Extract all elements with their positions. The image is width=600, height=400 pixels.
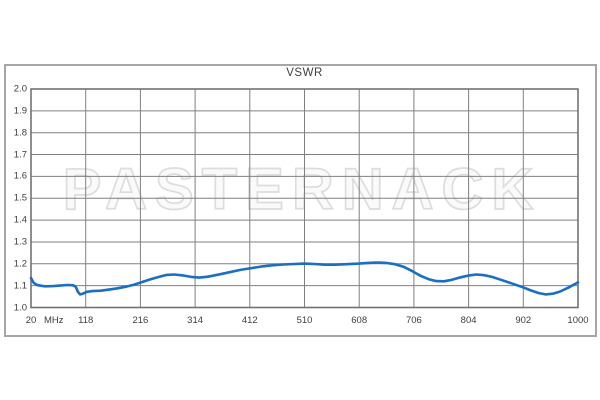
y-tick-label: 1.5 (13, 192, 27, 204)
y-tick-label: 1.1 (13, 280, 27, 292)
plot-border (30, 88, 579, 309)
y-tick-label: 1.4 (13, 214, 27, 226)
y-tick-label: 2.0 (13, 83, 27, 95)
y-tick-label: 1.9 (13, 105, 27, 117)
y-tick-label: 1.7 (13, 149, 27, 161)
x-tick-label: 1000 (567, 315, 589, 326)
vswr-curve (29, 261, 580, 296)
x-tick-label: 804 (460, 315, 477, 326)
x-tick-label: 902 (515, 315, 532, 326)
x-tick-label: 20 (25, 315, 37, 326)
x-tick-label: 216 (132, 315, 149, 326)
x-axis-unit-label: MHz (44, 315, 64, 326)
y-tick-label: 1.2 (13, 258, 27, 270)
x-tick-label: 118 (78, 315, 94, 326)
x-tick-label: 510 (296, 315, 313, 326)
y-tick-label: 1.8 (13, 127, 27, 139)
x-tick-label: 608 (351, 315, 368, 326)
y-tick-label: 1.6 (13, 170, 27, 182)
x-tick-label: 412 (241, 315, 258, 326)
y-tick-label: 1.3 (13, 236, 27, 248)
y-tick-label: 1.0 (13, 302, 27, 313)
x-tick-label: 706 (405, 315, 422, 326)
chart-title: VSWR (286, 67, 323, 79)
x-tick-label: 314 (187, 315, 204, 326)
